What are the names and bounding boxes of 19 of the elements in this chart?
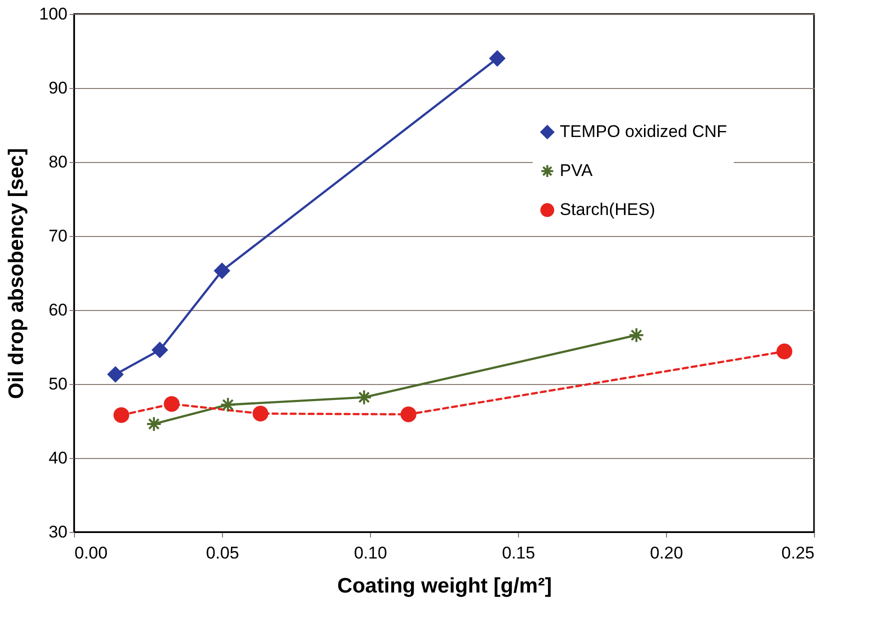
x-tick-label: 0.20	[650, 544, 684, 562]
y-tick-label: 30	[48, 522, 68, 542]
y-tick-label: 100	[39, 4, 68, 24]
y-tick-label: 90	[48, 78, 68, 98]
y-tick-label: 80	[48, 152, 68, 172]
x-axis-title: Coating weight [g/m²]	[337, 574, 552, 598]
legend-label: Starch(HES)	[560, 200, 656, 220]
y-tick-label: 40	[48, 448, 68, 468]
legend-label: TEMPO oxidized CNF	[560, 122, 728, 142]
x-tick-label: 0.10	[354, 544, 388, 562]
legend-label: PVA	[560, 161, 594, 180]
x-tick-label: 0.15	[502, 544, 536, 562]
y-axis-title: Oil drop absobency [sec]	[5, 148, 28, 399]
y-tick-label: 60	[48, 300, 68, 320]
y-tick-label: 70	[48, 226, 68, 246]
x-tick-label: 0.05	[206, 544, 240, 562]
x-tick-label: 0.00	[74, 544, 108, 562]
x-tick-label: 0.25	[781, 544, 814, 562]
y-tick-label: 50	[48, 374, 68, 394]
